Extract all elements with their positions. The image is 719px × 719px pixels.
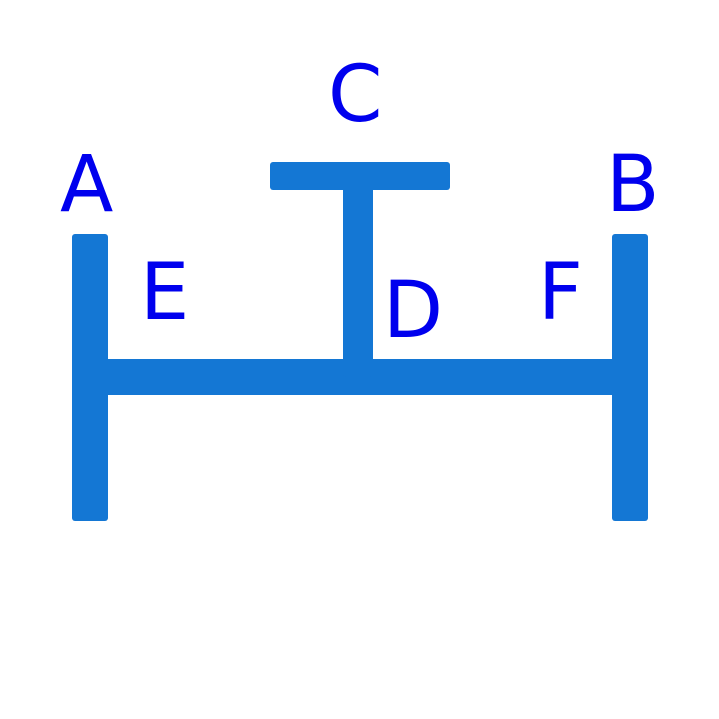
top-t-bar [270, 162, 450, 190]
label-e: E [140, 248, 190, 338]
label-c: C [328, 50, 383, 140]
label-b: B [606, 140, 660, 230]
label-f: F [538, 248, 583, 338]
label-a: A [60, 140, 114, 230]
center-stem [343, 162, 373, 377]
label-d: D [383, 266, 444, 356]
